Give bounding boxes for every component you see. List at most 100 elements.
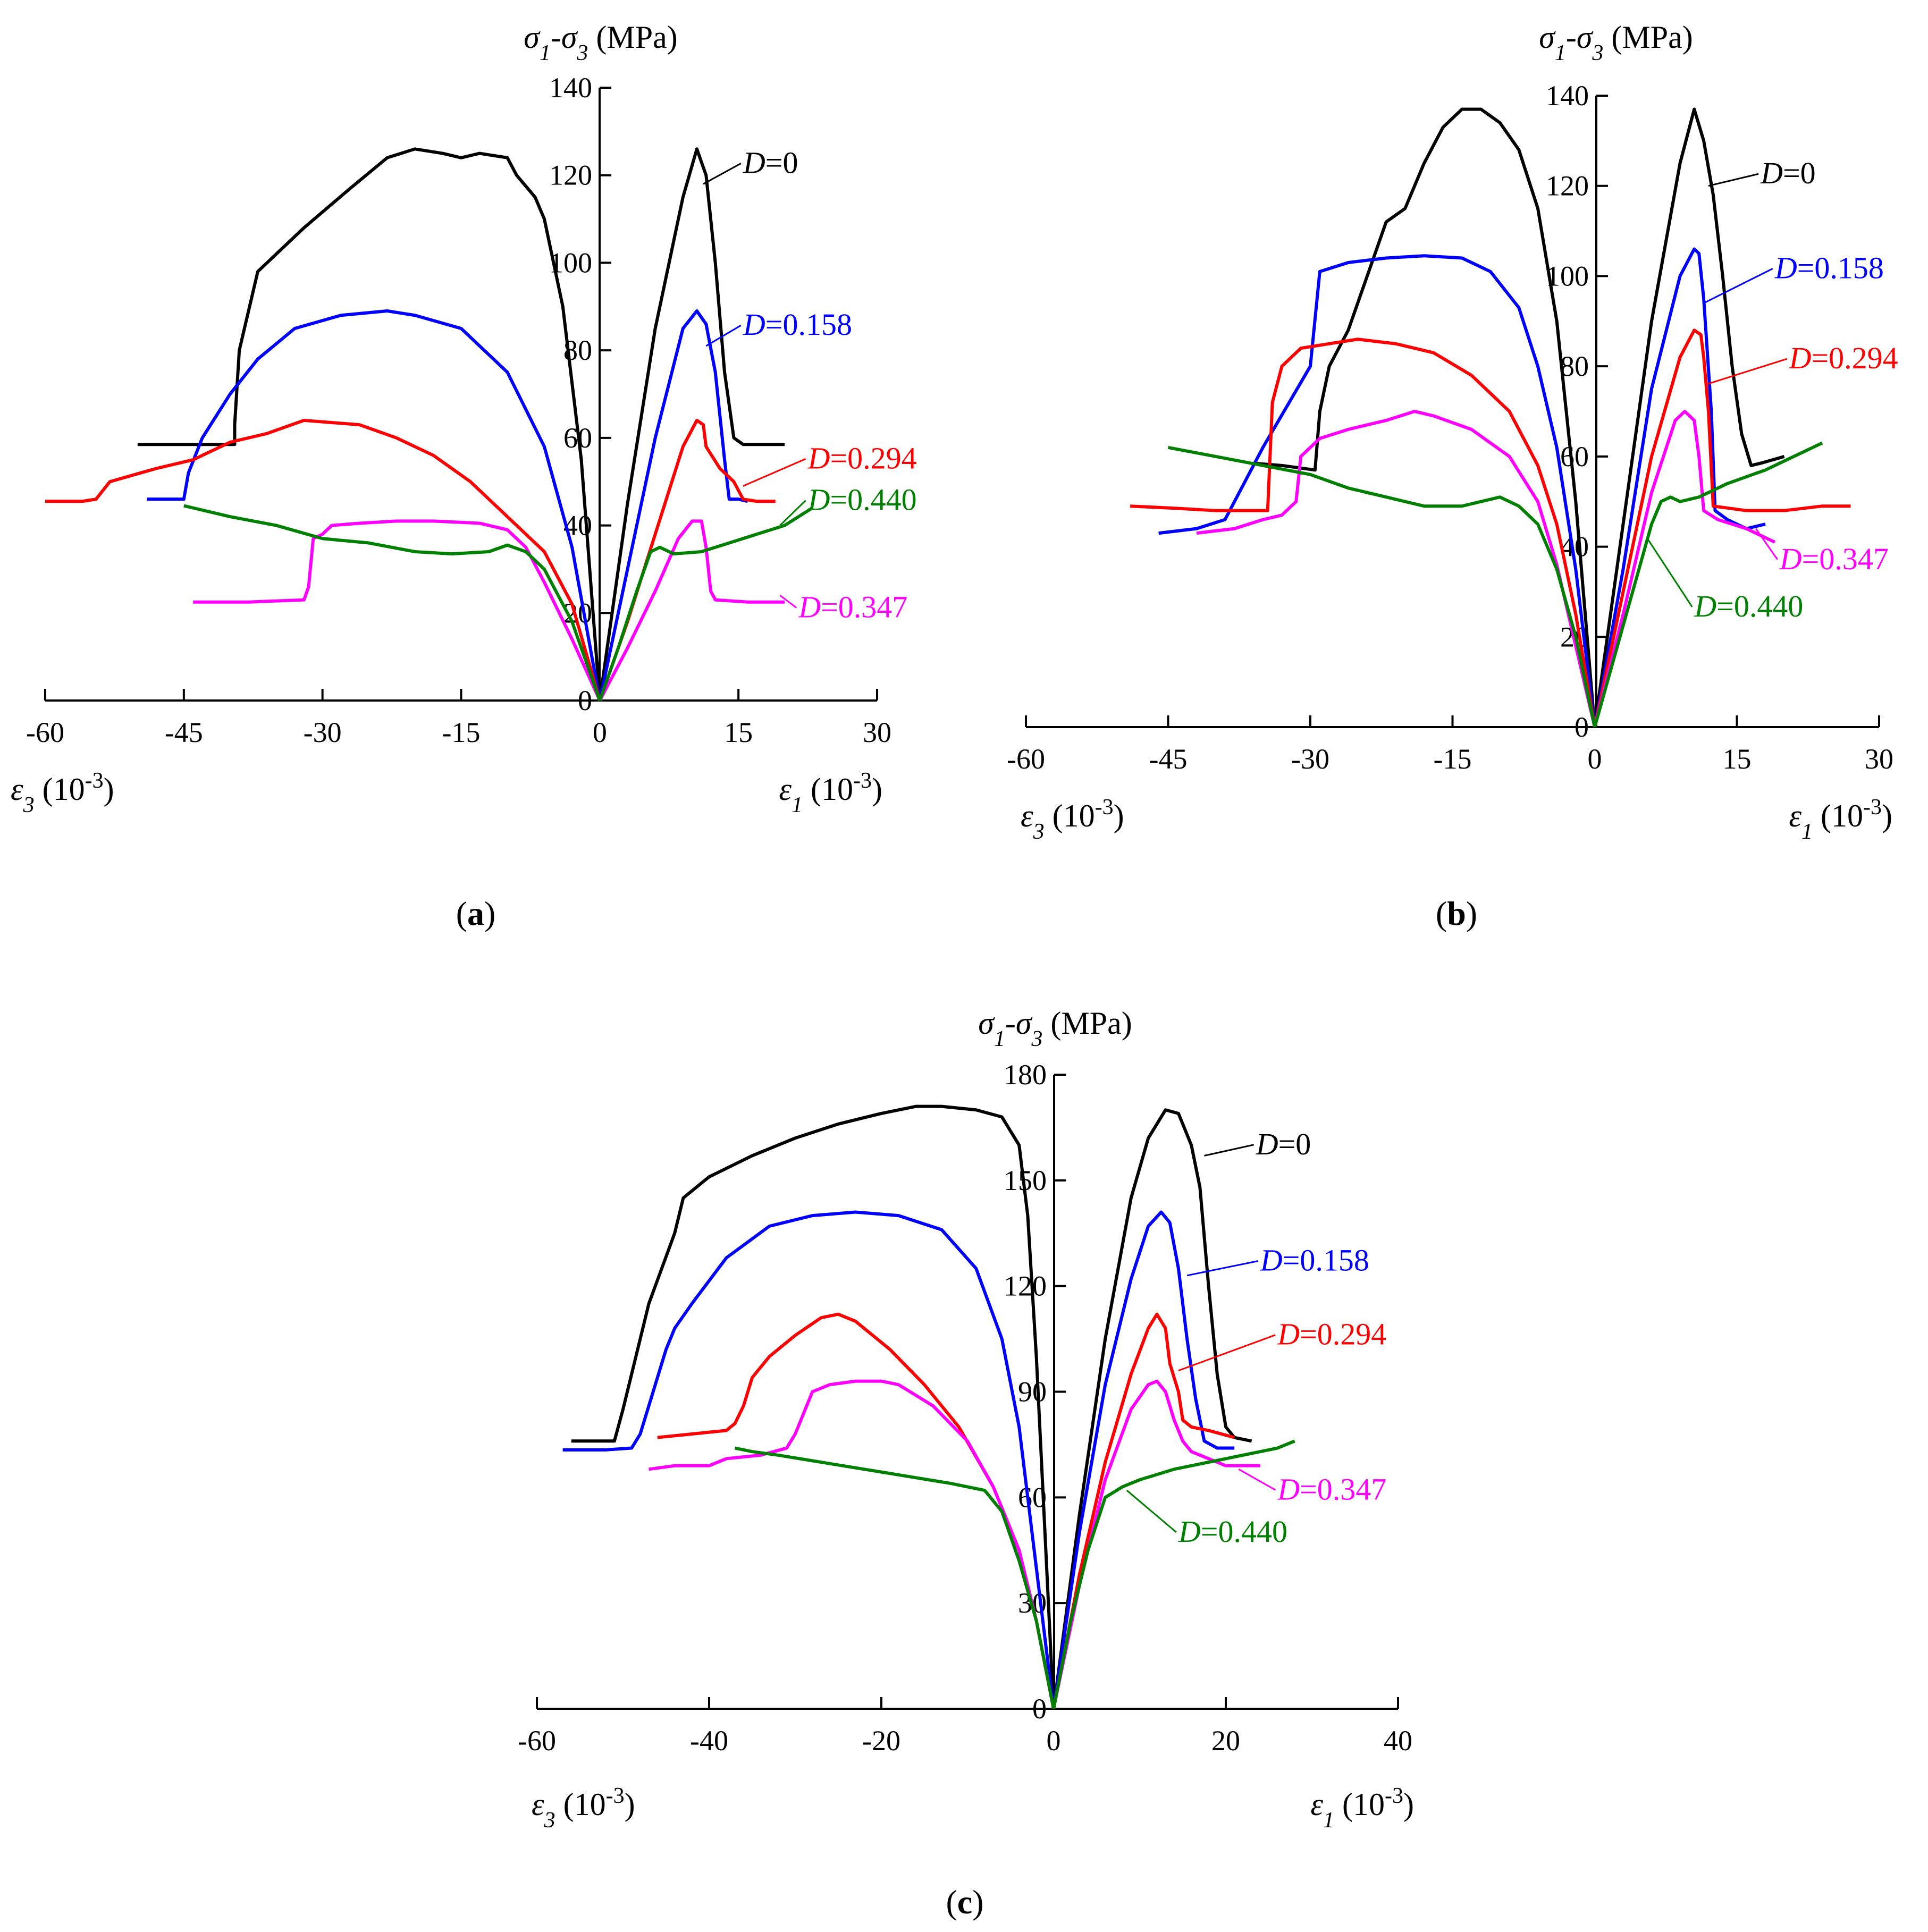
series-d-0-294-lateral-line [45, 418, 602, 701]
x-axis-left-title: ε3 (10-3) [532, 1784, 635, 1833]
series-d-0-440-lateral-line [734, 1446, 1055, 1709]
series-d-0-158-leader-line [1703, 268, 1773, 304]
series-d-0-440-leader-line [779, 500, 806, 526]
series-d-0-347-lateral-line [193, 519, 602, 702]
y-tick-label: 60 [1560, 441, 1589, 473]
series-d-0-440-label: D=0.440 [1694, 589, 1803, 623]
y-tick-label: 120 [1004, 1270, 1047, 1302]
series-d-0-440-axial-line [598, 507, 813, 701]
series-d-0-158-label: D=0.158 [1774, 250, 1884, 285]
series-d-0-440-label: D=0.440 [1178, 1514, 1287, 1549]
series-d-0-label: D=0 [1256, 1127, 1311, 1161]
series-d-0-axial-line [1052, 1108, 1252, 1709]
y-tick-label: 0 [1575, 711, 1589, 743]
y-tick-label: 90 [1018, 1376, 1047, 1408]
x-tick-label: -60 [518, 1725, 556, 1757]
series-d-0-158-lateral-line [1158, 254, 1596, 728]
panel-label-c-letter: c [957, 1883, 972, 1921]
series-d-0-158-label: D=0.158 [743, 307, 852, 342]
x-tick-label: 20 [1211, 1725, 1240, 1757]
series-d-0-347-axial-line [598, 519, 785, 702]
series-d-0-347-lateral-line [1196, 410, 1596, 728]
series-d-0-158-lateral-line [147, 309, 602, 701]
x-tick-label: 30 [1865, 743, 1893, 775]
y-tick-label: 0 [1032, 1693, 1047, 1725]
series-d-0-347-leader-line [779, 595, 797, 609]
series-d-0-440-axial-line [1052, 1439, 1295, 1709]
series-d-0-leader-line [1204, 1144, 1255, 1157]
x-tick-label: -15 [1434, 743, 1472, 775]
series-d-0-294-axial-line [1593, 328, 1851, 728]
chart-panel-c: σ1-σ3 (MPa) ε3 (10-3) ε1 (10-3) -60 -40 -2… [518, 1006, 1414, 1921]
panel-label-c: (c) [946, 1883, 983, 1921]
y-tick-label: 140 [549, 72, 592, 104]
x-tick-label: 15 [724, 716, 753, 748]
series-d-0-leader-line [703, 163, 742, 185]
y-axis-title: σ1-σ3 (MPa) [978, 1006, 1132, 1051]
x-tick-label: -40 [690, 1725, 728, 1757]
series-d-0-294-lateral-line [1130, 338, 1596, 728]
x-axis-right-title: ε1 (10-3) [779, 769, 882, 817]
x-tick-label: -60 [26, 716, 64, 748]
series-d-0-158-lateral-line [562, 1210, 1055, 1709]
series-d-0-294-label: D=0.294 [1789, 341, 1898, 375]
y-tick-label: 80 [1560, 350, 1589, 382]
x-axis-right-title: ε1 (10-3) [1789, 795, 1892, 844]
x-tick-label: -60 [1007, 743, 1045, 775]
x-tick-label: 0 [593, 716, 607, 748]
series-d-0-440-label: D=0.440 [807, 483, 917, 517]
y-tick-label: 180 [1004, 1059, 1047, 1091]
x-tick-label: -45 [165, 716, 203, 748]
series-d-0-158-leader-line [1186, 1260, 1259, 1277]
series-d-0-158-axial-line [1593, 247, 1766, 728]
x-tick-label: 15 [1723, 743, 1752, 775]
x-tick-label: -30 [1291, 743, 1329, 775]
x-tick-label: -45 [1149, 743, 1188, 775]
series-d-0-347-label: D=0.347 [798, 589, 907, 624]
x-tick-label: -30 [304, 716, 342, 748]
series-d-0-440-lateral-line [1167, 445, 1596, 728]
series-d-0-lateral-line [1253, 107, 1596, 728]
series-d-0-347-axial-line [1593, 410, 1776, 728]
series-d-0-440-lateral-line [183, 504, 602, 701]
series-d-0-294-leader-line [743, 458, 806, 487]
series-d-0-440-leader-line [1646, 537, 1693, 608]
series-d-0-347-leader-line [1238, 1469, 1276, 1491]
series-d-0-294-axial-line [1052, 1312, 1235, 1709]
panel-label-a: (a) [456, 895, 496, 932]
series-d-0-158-label: D=0.158 [1260, 1243, 1369, 1278]
series-d-0-440-leader-line [1126, 1489, 1177, 1533]
y-tick-label: 100 [1546, 260, 1589, 292]
y-axis-title: σ1-σ3 (MPa) [1539, 20, 1693, 65]
series-d-0-axial-line [1593, 107, 1785, 728]
series-d-0-lateral-line [137, 147, 602, 701]
series-d-0-294-label: D=0.294 [807, 441, 917, 475]
y-tick-label: 0 [578, 685, 592, 716]
y-tick-label: 120 [1546, 170, 1589, 202]
series-d-0-158-axial-line [598, 309, 748, 701]
series-d-0-axial-line [598, 147, 785, 701]
series-d-0-label: D=0 [743, 145, 798, 180]
x-tick-label: 0 [1588, 743, 1602, 775]
series-d-0-158-leader-line [705, 324, 742, 347]
x-tick-label: -20 [862, 1725, 900, 1757]
x-tick-label: 0 [1047, 1725, 1061, 1757]
chart-panel-b: σ1-σ3 (MPa) ε3 (10-3) ε1 (10-3) -60 -45 -3… [1007, 20, 1898, 932]
x-tick-label: 30 [863, 716, 891, 748]
x-axis-left-title: ε3 (10-3) [11, 769, 114, 817]
series-d-0-158-axial-line [1052, 1210, 1235, 1709]
series-d-0-label: D=0 [1760, 156, 1816, 190]
panel-label-a-letter: a [467, 895, 484, 932]
series-d-0-294-leader-line [1706, 358, 1788, 385]
series-d-0-440-axial-line [1593, 441, 1823, 728]
panel-label-b: (b) [1436, 895, 1477, 932]
x-tick-label: 40 [1384, 1725, 1412, 1757]
series-d-0-347-leader-line [1755, 528, 1778, 560]
series-d-0-294-axial-line [598, 418, 776, 701]
series-d-0-leader-line [1708, 173, 1759, 187]
panel-label-b-letter: b [1447, 895, 1466, 932]
series-d-0-347-lateral-line [649, 1379, 1055, 1709]
series-d-0-lateral-line [571, 1104, 1055, 1709]
chart-panel-a: σ1-σ3 (MPa) ε3 (10-3) ε1 (10-3) -60 -45 -3… [11, 20, 917, 932]
